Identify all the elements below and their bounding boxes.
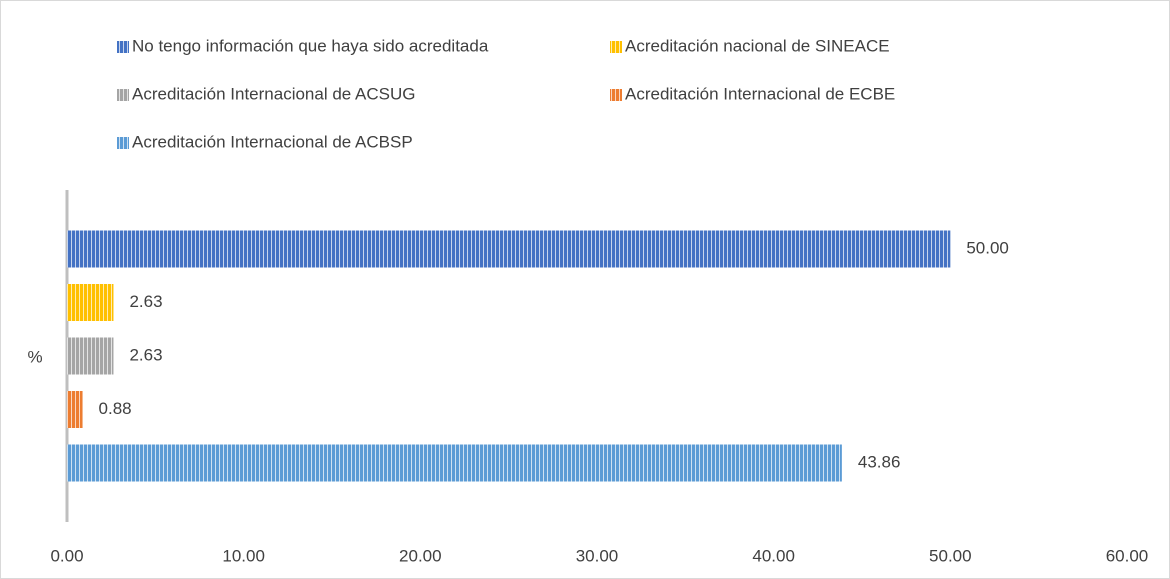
legend-swatch: [610, 89, 622, 101]
bar: [67, 230, 951, 268]
data-label: 2.63: [129, 292, 162, 311]
data-label: 50.00: [966, 238, 1009, 257]
data-label: 2.63: [129, 345, 162, 364]
bar: [67, 337, 114, 375]
legend-label: No tengo información que haya sido acred…: [132, 36, 489, 55]
x-tick-label: 60.00: [1106, 546, 1149, 565]
y-tick-label: %: [27, 347, 42, 366]
legend-label: Acreditación nacional de SINEACE: [625, 36, 890, 55]
legend-label: Acreditación Internacional de ECBE: [625, 84, 895, 103]
x-tick-label: 10.00: [222, 546, 265, 565]
x-tick-label: 0.00: [50, 546, 83, 565]
data-label: 43.86: [858, 452, 901, 471]
legend-swatch: [610, 41, 622, 53]
data-label: 0.88: [99, 399, 132, 418]
bar: [67, 284, 114, 321]
bar: [67, 444, 842, 482]
x-tick-label: 40.00: [752, 546, 795, 565]
x-tick-label: 50.00: [929, 546, 972, 565]
legend-swatch: [117, 137, 129, 149]
legend-label: Acreditación Internacional de ACSUG: [132, 84, 416, 103]
x-tick-label: 20.00: [399, 546, 442, 565]
bar: [67, 391, 83, 428]
legend-swatch: [117, 41, 129, 53]
legend-swatch: [117, 89, 129, 101]
x-tick-label: 30.00: [576, 546, 619, 565]
legend-label: Acreditación Internacional de ACBSP: [132, 132, 413, 151]
